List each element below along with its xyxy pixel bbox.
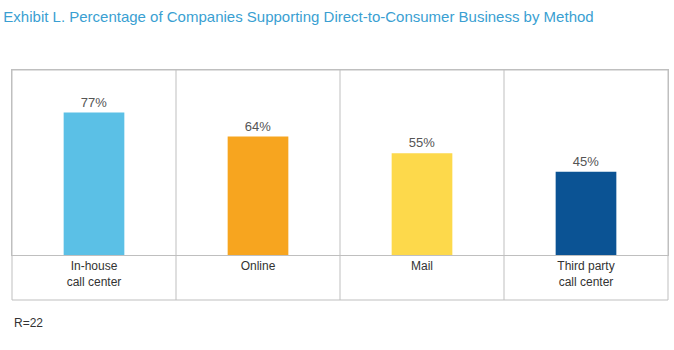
- svg-text:64%: 64%: [245, 119, 271, 134]
- svg-text:55%: 55%: [409, 135, 435, 150]
- svg-text:Exhibit L. Percentage of Compa: Exhibit L. Percentage of Companies Suppo…: [3, 8, 593, 25]
- svg-text:77%: 77%: [81, 95, 107, 110]
- svg-text:45%: 45%: [573, 154, 599, 169]
- svg-text:Online: Online: [241, 259, 276, 273]
- svg-text:Third partycall center: Third partycall center: [557, 259, 614, 289]
- svg-text:Mail: Mail: [411, 259, 433, 273]
- svg-text:R=22: R=22: [14, 316, 43, 330]
- svg-text:In-housecall center: In-housecall center: [67, 259, 122, 289]
